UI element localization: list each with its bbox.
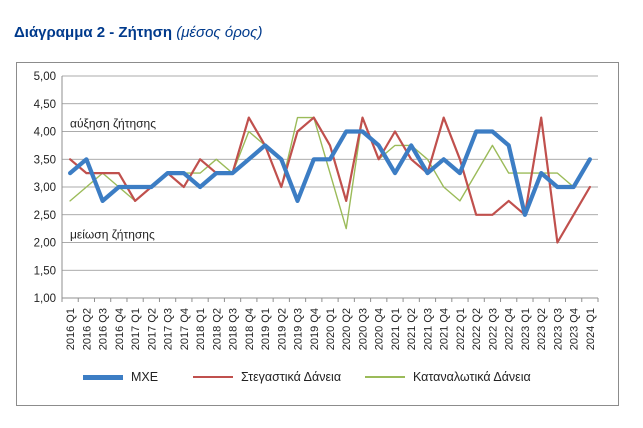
x-tick-label: 2021 Q2 (406, 308, 418, 350)
x-tick-label: 2021 Q4 (439, 308, 451, 350)
y-tick-label: 5,00 (34, 71, 56, 83)
x-tick-label: 2016 Q1 (65, 308, 77, 350)
x-tick-label: 2016 Q3 (98, 308, 110, 350)
x-tick-label: 2020 Q3 (357, 308, 369, 350)
y-tick-label: 3,00 (34, 182, 56, 194)
x-tick-label: 2023 Q3 (552, 308, 564, 350)
x-tick-label: 2019 Q2 (276, 308, 288, 350)
x-tick-label: 2019 Q1 (260, 308, 272, 350)
x-tick-label: 2017 Q1 (130, 308, 142, 350)
x-tick-label: 2016 Q4 (114, 308, 126, 350)
x-tick-label: 2022 Q2 (471, 308, 483, 350)
x-tick-label: 2023 Q4 (569, 308, 581, 350)
series-line-housing (68, 116, 592, 244)
x-tick-label: 2017 Q4 (179, 308, 191, 350)
y-tick-label: 2,00 (34, 238, 56, 250)
chart-legend: ΜΧΕ Στεγαστικά Δάνεια Καταναλωτικά Δάνει… (0, 370, 643, 390)
chart-frame (16, 62, 619, 406)
legend-item-consumer: Καταναλωτικά Δάνεια (365, 370, 531, 384)
series-line-consumer (69, 116, 591, 230)
y-tick-label: 4,00 (34, 127, 56, 139)
y-tick-label: 3,50 (34, 154, 56, 166)
legend-item-housing: Στεγαστικά Δάνεια (193, 370, 341, 384)
x-tick-label: 2018 Q1 (195, 308, 207, 350)
chart-title-sub: (μέσος όρος) (176, 24, 263, 41)
y-tick-label: 2,50 (34, 210, 56, 222)
x-tick-label: 2017 Q3 (163, 308, 175, 350)
x-tick-label: 2016 Q2 (81, 308, 93, 350)
y-tick-label: 1,00 (34, 293, 56, 305)
legend-swatch-mxe (83, 374, 123, 380)
x-tick-label: 2020 Q2 (341, 308, 353, 350)
x-tick-label: 2017 Q2 (146, 308, 158, 350)
x-tick-label: 2019 Q3 (293, 308, 305, 350)
x-tick-label: 2020 Q4 (374, 308, 386, 350)
legend-label-mxe: ΜΧΕ (131, 370, 159, 384)
x-tick-label: 2021 Q1 (390, 308, 402, 350)
x-tick-label: 2018 Q2 (211, 308, 223, 350)
x-tick-label: 2018 Q3 (228, 308, 240, 350)
legend-swatch-consumer (365, 376, 405, 378)
annotation-decrease: μείωση ζήτησης (70, 228, 155, 242)
x-tick-label: 2021 Q3 (422, 308, 434, 350)
legend-label-housing: Στεγαστικά Δάνεια (241, 370, 342, 384)
x-tick-label: 2019 Q4 (309, 308, 321, 350)
x-tick-label: 2022 Q4 (504, 308, 516, 350)
x-tick-label: 2018 Q4 (244, 308, 256, 350)
x-tick-label: 2023 Q1 (520, 308, 532, 350)
x-tick-label: 2024 Q1 (585, 308, 597, 350)
y-tick-label: 4,50 (34, 99, 56, 111)
legend-swatch-housing (193, 375, 233, 379)
x-tick-label: 2023 Q2 (536, 308, 548, 350)
annotation-increase: αύξηση ζήτησης (70, 117, 156, 131)
chart-title: Διάγραμμα 2 - Ζήτηση (μέσος όρος) (14, 24, 262, 41)
x-tick-label: 2022 Q3 (487, 308, 499, 350)
x-tick-label: 2020 Q1 (325, 308, 337, 350)
x-tick-label: 2022 Q1 (455, 308, 467, 350)
legend-item-mxe: ΜΧΕ (83, 370, 158, 384)
y-tick-label: 1,50 (34, 265, 56, 277)
legend-label-consumer: Καταναλωτικά Δάνεια (413, 370, 531, 384)
series-line-mxe (67, 129, 593, 217)
chart-title-main: Διάγραμμα 2 - Ζήτηση (14, 24, 173, 41)
